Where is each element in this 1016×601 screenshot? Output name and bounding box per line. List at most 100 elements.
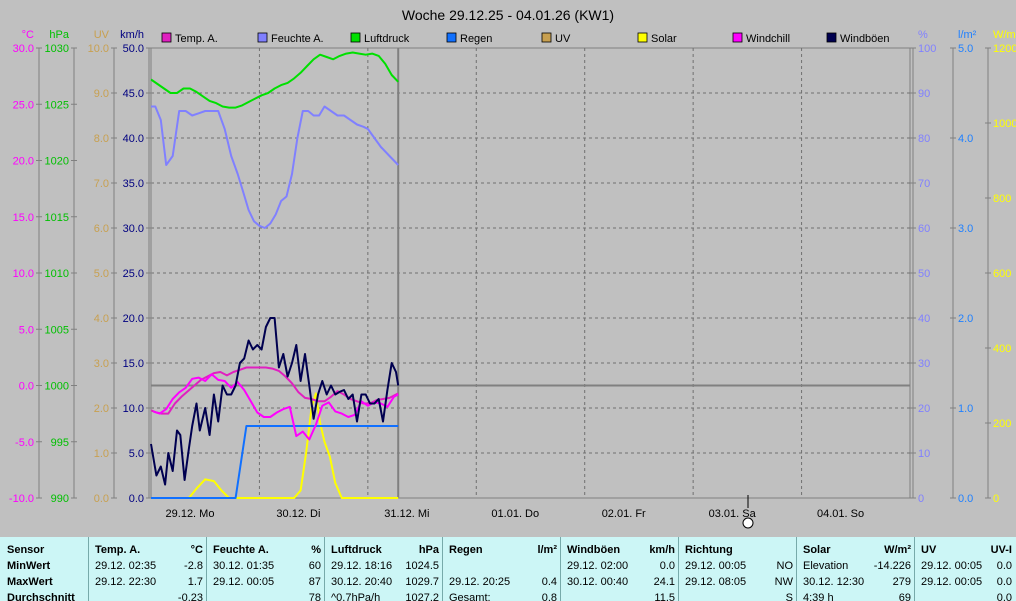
table-cell: 29.12. 20:25 (449, 576, 511, 588)
column-separator (560, 537, 561, 601)
table-cell: 29.12. 02:35 (95, 560, 157, 572)
statistics-table: Sensor MinWert MaxWert Durchschnitt Temp. A.… (0, 537, 1016, 601)
table-row: 0.0 (915, 591, 1012, 601)
uv-tick-label: 3.0 (94, 358, 109, 370)
uv-tick-label: 0.0 (94, 493, 109, 505)
rain-tick-label: 3.0 (958, 223, 973, 235)
table-cell: 29.12. 00:05 (213, 576, 275, 588)
legend-swatch (541, 32, 552, 43)
table-value: 0.4 (541, 576, 557, 588)
table-row: Feuchte A.% (207, 543, 321, 559)
table-row: 29.12. 18:16 1024.5 (325, 559, 439, 575)
column-separator (442, 537, 443, 601)
solar-tick-label: 600 (993, 268, 1011, 280)
table-cell: Temp. A. (95, 544, 141, 556)
table-cell: 29.12. 00:05 (685, 560, 747, 572)
wind-tick-label: 25.0 (123, 268, 144, 280)
table-value: -14.226 (873, 560, 911, 572)
table-column: Temp. A. °C 29.12. 02:35 -2.8 29.12. 22:30 1.… (89, 537, 207, 601)
wind-tick-label: 50.0 (123, 43, 144, 55)
table-cell: 30.12. 00:40 (567, 576, 629, 588)
table-value: km/h (649, 544, 675, 556)
table-value: °C (190, 544, 203, 556)
table-row: 29.12. 00:05 NO (679, 559, 793, 575)
table-value: S (785, 592, 793, 601)
hum-tick-label: 10 (918, 448, 930, 460)
table-row: 29.12. 08:05 NW (679, 575, 793, 591)
table-value: % (311, 544, 321, 556)
solar-tick-label: 0 (993, 493, 999, 505)
table-row: MinWert (0, 559, 85, 575)
table-row: 29.12. 22:30 1.7 (89, 575, 203, 591)
table-value: 69 (898, 592, 911, 601)
press-tick-label: 1030 (45, 43, 69, 55)
legend-swatch (350, 32, 361, 43)
press-tick-label: 1010 (45, 268, 69, 280)
table-value: 11.5 (654, 592, 675, 601)
table-row: 30.12. 12:30 279 (797, 575, 911, 591)
wind-tick-label: 10.0 (123, 403, 144, 415)
table-row (443, 559, 557, 575)
hum-tick-label: 80 (918, 133, 930, 145)
x-tick-label: 29.12. Mo (166, 508, 215, 520)
wind-tick-label: 40.0 (123, 133, 144, 145)
table-value: NO (776, 560, 794, 572)
table-cell: 30.12. 12:30 (803, 576, 865, 588)
press-tick-label: 1025 (45, 99, 69, 111)
table-value: -2.8 (184, 560, 203, 572)
legend-swatch (826, 32, 837, 43)
table-row: 4:39 h 69 (797, 591, 911, 601)
table-value: 0.8 (541, 592, 557, 601)
table-column: Feuchte A.% 30.12. 01:35 60 29.12. 00:05 87 7… (207, 537, 325, 601)
uv-tick-label: 5.0 (94, 268, 109, 280)
table-cell: 29.12. 00:05 (921, 576, 983, 588)
uv-tick-label: 10.0 (88, 43, 109, 55)
series-line-humidity (151, 105, 399, 229)
legend-swatch (732, 32, 743, 43)
table-cell: Solar (803, 544, 831, 556)
temp-axis-unit: °C (22, 29, 34, 41)
table-cell: 29.12. 00:05 (921, 560, 983, 572)
table-value: 0.0 (996, 592, 1012, 601)
table-value: 1024.5 (405, 560, 439, 572)
table-row: Regen l/m² (443, 543, 557, 559)
legend-swatch (257, 32, 268, 43)
table-row: Windböen km/h (561, 543, 675, 559)
table-row: Sensor (0, 543, 85, 559)
table-row: Elevation -14.226 (797, 559, 911, 575)
column-separator (88, 537, 89, 601)
legend-label: Feuchte A. (271, 33, 324, 45)
press-tick-label: 1020 (45, 156, 69, 168)
table-value: 1027.2 (405, 592, 439, 601)
rain-tick-label: 4.0 (958, 133, 973, 145)
table-value: W/m² (884, 544, 911, 556)
table-column: Richtung 29.12. 00:05 NO 29.12. 08:05 NW S (679, 537, 797, 601)
table-column: UV UV-I 29.12. 00:05 0.0 29.12. 00:05 0.0 0.0 (915, 537, 1016, 601)
table-row: 30.12. 01:35 60 (207, 559, 321, 575)
wind-axis-unit: km/h (120, 29, 144, 41)
table-value: UV-I (990, 544, 1012, 556)
table-row: Richtung (679, 543, 793, 559)
table-cell: Feuchte A. (213, 544, 269, 556)
legend-label: Solar (651, 33, 677, 45)
table-row: 29.12. 00:05 87 (207, 575, 321, 591)
hum-tick-label: 20 (918, 403, 930, 415)
table-cell: MinWert (7, 560, 51, 572)
table-row: Luftdruck hPa (325, 543, 439, 559)
legend-label: UV (555, 33, 571, 45)
legend-swatch (446, 32, 457, 43)
rain-tick-label: 0.0 (958, 493, 973, 505)
table-cell: 29.12. 02:00 (567, 560, 629, 572)
table-row: 11.5 (561, 591, 675, 601)
table-value: 24.1 (653, 576, 675, 588)
table-cell: 30.12. 20:40 (331, 576, 393, 588)
table-value: 0.0 (996, 576, 1012, 588)
hum-tick-label: 50 (918, 268, 930, 280)
hum-axis-unit: % (918, 29, 928, 41)
hum-tick-label: 90 (918, 88, 930, 100)
hum-tick-label: 60 (918, 223, 930, 235)
column-separator (324, 537, 325, 601)
x-tick-label: 30.12. Di (276, 508, 320, 520)
table-column: Solar W/m² Elevation -14.226 30.12. 12:30 279… (797, 537, 915, 601)
table-cell: Durchschnitt (7, 592, 75, 601)
